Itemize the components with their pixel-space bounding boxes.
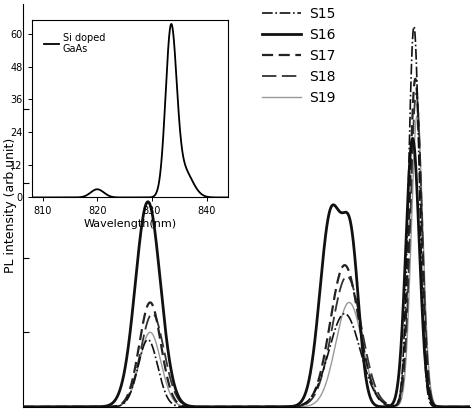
Y-axis label: PL intensity (arb.unit): PL intensity (arb.unit) [4,138,17,273]
Legend: S15, S16, S17, S18, S19: S15, S16, S17, S18, S19 [262,7,336,105]
